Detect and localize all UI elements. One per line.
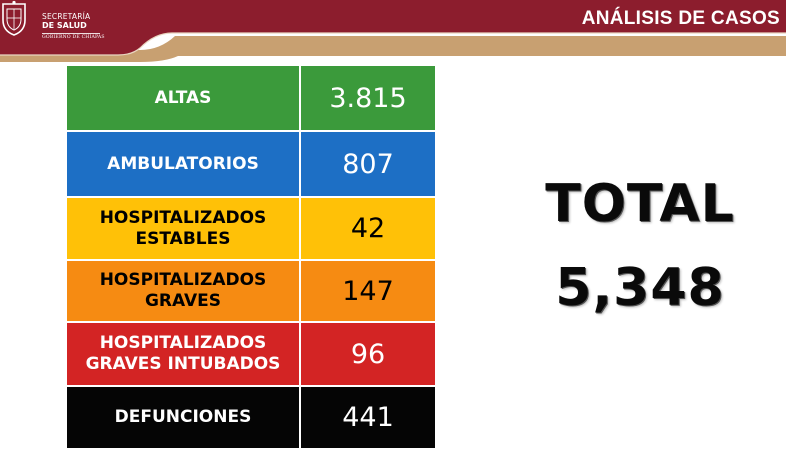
table-row-defunciones: DEFUNCIONES 441 [67,387,435,448]
table-row-hospitalizados-graves-intubados: HOSPITALIZADOS GRAVES INTUBADOS 96 [67,323,435,385]
total-label: TOTAL [545,174,735,234]
brand-block: SECRETARÍA DE SALUD GOBIERNO DE CHIAPAS [42,13,105,40]
row-value: 807 [301,132,435,196]
brand-line-2: DE SALUD [42,20,87,30]
brand-line-1: SECRETARÍA [42,12,91,21]
row-label: ALTAS [67,66,299,130]
row-value: 3.815 [301,66,435,130]
row-value: 96 [301,323,435,385]
row-label: HOSPITALIZADOS GRAVES [67,261,299,321]
row-value: 441 [301,387,435,448]
table-row-altas: ALTAS 3.815 [67,66,435,130]
row-label: HOSPITALIZADOS ESTABLES [67,198,299,259]
row-value: 42 [301,198,435,259]
table-row-hospitalizados-graves: HOSPITALIZADOS GRAVES 147 [67,261,435,321]
header-background [0,0,786,62]
table-row-ambulatorios: AMBULATORIOS 807 [67,132,435,196]
row-label: DEFUNCIONES [67,387,299,448]
cases-table: ALTAS 3.815 AMBULATORIOS 807 HOSPITALIZA… [67,66,435,448]
row-label: AMBULATORIOS [67,132,299,196]
row-value: 147 [301,261,435,321]
table-row-hospitalizados-estables: HOSPITALIZADOS ESTABLES 42 [67,198,435,259]
brand-divider [42,32,100,34]
total-value: 5,348 [555,258,725,318]
section-title: ANÁLISIS DE CASOS [581,8,780,29]
brand-line-3: GOBIERNO DE CHIAPAS [42,34,105,40]
header-band: SECRETARÍA DE SALUD GOBIERNO DE CHIAPAS … [0,0,786,62]
row-label: HOSPITALIZADOS GRAVES INTUBADOS [67,323,299,385]
coat-of-arms-icon [2,0,26,36]
